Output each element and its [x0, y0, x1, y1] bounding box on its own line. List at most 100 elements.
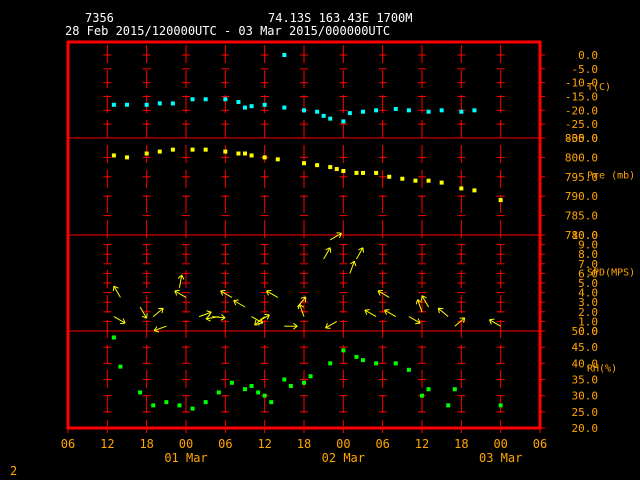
wind-arrow: [384, 309, 397, 318]
temperature-point: [190, 97, 195, 102]
wind-arrow: [233, 299, 246, 308]
y-tick-label: 40.0: [572, 357, 599, 370]
x-tick-label: 18: [297, 437, 311, 451]
humidity-point: [190, 406, 195, 411]
y-tick-label: 50.0: [572, 325, 599, 338]
y-tick-label: 25.0: [572, 406, 599, 419]
humidity-point: [243, 387, 247, 392]
humidity-point: [151, 403, 156, 408]
humidity-point: [446, 403, 451, 408]
temperature-point: [282, 105, 287, 110]
humidity-point: [256, 390, 261, 395]
x-tick-label: 12: [257, 437, 271, 451]
y-tick-label: 2.0: [578, 306, 598, 319]
wind-arrow: [254, 316, 265, 326]
humidity-point: [216, 390, 221, 395]
y-tick-label: 785.0: [565, 210, 598, 223]
wind-arrow: [113, 316, 126, 325]
temperature-point: [374, 108, 379, 113]
pressure-point: [157, 149, 162, 154]
y-tick-label: 10.0: [572, 229, 599, 242]
pressure-point: [439, 180, 444, 185]
pressure-point: [341, 168, 346, 173]
y-tick-label: 780.0: [565, 229, 598, 242]
humidity-point: [354, 354, 359, 359]
wind-arrow: [325, 320, 338, 329]
y-tick-label: 0.0: [578, 49, 598, 62]
humidity-point: [269, 400, 274, 405]
wind-arrow: [421, 295, 429, 308]
y-tick-label: 800.0: [565, 151, 598, 164]
pressure-point: [426, 178, 431, 183]
panel-label-temperature: T(C): [587, 82, 611, 93]
y-tick-label: 20.0: [572, 422, 599, 435]
pressure-point: [275, 157, 280, 162]
temperature-point: [125, 102, 129, 107]
humidity-point: [249, 383, 254, 388]
y-tick-label: 45.0: [572, 341, 599, 354]
panel-label-pressure: Pre (mb): [587, 171, 635, 182]
temperature-point: [328, 116, 333, 121]
wind-arrow: [153, 325, 167, 333]
wind-arrow: [139, 306, 148, 319]
wind-arrow: [454, 317, 466, 327]
y-tick-label: -15.0: [565, 91, 598, 104]
humidity-point: [229, 380, 234, 385]
y-tick-label: 1.0: [578, 315, 598, 328]
y-tick-label: 0.0: [578, 325, 598, 338]
temperature-point: [459, 109, 464, 114]
pressure-point: [498, 198, 503, 203]
wind-arrow: [488, 318, 501, 327]
pressure-point: [262, 155, 267, 160]
x-tick-label: 00: [493, 437, 507, 451]
pressure-point: [472, 188, 477, 193]
humidity-point: [138, 390, 143, 395]
wind-arrow: [220, 289, 233, 298]
y-tick-label: 805.0: [565, 132, 598, 145]
temperature-point: [157, 101, 162, 106]
x-tick-label: 12: [415, 437, 429, 451]
x-tick-label: 18: [454, 437, 468, 451]
temperature-point: [341, 119, 346, 124]
wind-arrow: [329, 232, 342, 241]
pressure-point: [334, 167, 339, 172]
y-tick-label: -25.0: [565, 118, 598, 131]
wind-arrow: [177, 274, 185, 288]
humidity-point: [203, 400, 208, 405]
pressure-point: [111, 153, 116, 158]
pressure-point: [413, 178, 418, 183]
x-day-label: 02 Mar: [322, 451, 365, 465]
temperature-point: [223, 97, 228, 102]
x-day-label: 01 Mar: [164, 451, 207, 465]
humidity-point: [426, 387, 431, 392]
wind-arrow: [297, 303, 305, 317]
y-tick-label: 5.0: [578, 277, 598, 290]
temperature-point: [249, 104, 254, 109]
x-tick-label: 12: [100, 437, 114, 451]
humidity-point: [452, 387, 457, 392]
data-series: [111, 53, 503, 411]
time-period: 28 Feb 2015/120000UTC - 03 Mar 2015/0000…: [65, 24, 390, 38]
humidity-point: [361, 358, 365, 363]
y-tick-label: -30.0: [565, 132, 598, 145]
temperature-point: [393, 106, 398, 111]
pressure-point: [249, 153, 254, 158]
x-tick-label: 06: [375, 437, 389, 451]
pressure-point: [354, 170, 359, 175]
humidity-point: [308, 374, 313, 379]
x-tick-labels: 06 12 18 00 06 12 18 00 06 12 18 00 06 01 Mar 02 Mar 03…: [61, 428, 547, 465]
wind-arrow: [323, 247, 332, 260]
wind-arrow: [205, 314, 219, 322]
y-tick-label: 30.0: [572, 390, 599, 403]
pressure-point: [315, 163, 320, 168]
pressure-point: [302, 161, 306, 166]
pressure-point: [236, 151, 241, 156]
wind-arrow: [377, 289, 390, 298]
pressure-point: [374, 170, 379, 175]
pressure-point: [387, 174, 392, 179]
y-tick-label: 790.0: [565, 190, 598, 203]
temperature-point: [406, 108, 411, 113]
pressure-point: [170, 147, 175, 152]
temperature-point: [439, 108, 444, 113]
temperature-point: [472, 108, 477, 113]
